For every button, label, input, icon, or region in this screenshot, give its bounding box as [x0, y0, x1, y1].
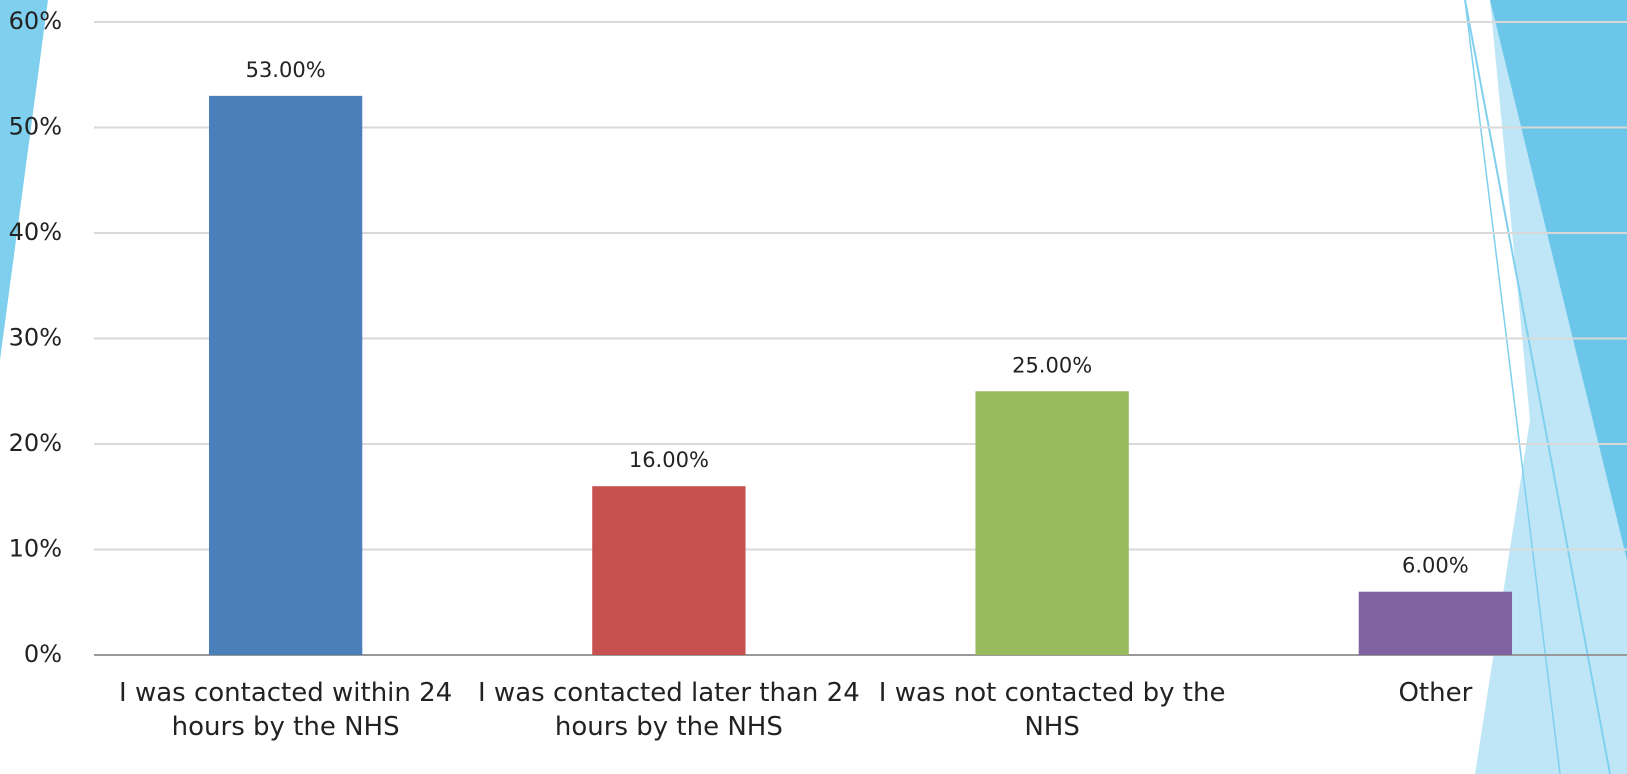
- decoration: [1490, 0, 1627, 560]
- decoration: [0, 0, 48, 360]
- x-tick-label: I was contacted later than 24 hours by t…: [478, 678, 860, 742]
- bar: [208, 95, 363, 656]
- decoration: [1464, 0, 1611, 774]
- y-tick-label: 40%: [9, 218, 62, 246]
- y-tick-label: 0%: [24, 640, 62, 668]
- bar: [975, 391, 1129, 655]
- value-label: 25.00%: [1012, 353, 1092, 377]
- y-tick-label: 60%: [9, 7, 62, 35]
- x-tick-label: I was not contacted by the NHS: [878, 678, 1226, 742]
- decoration: [1464, 0, 1561, 774]
- x-tick-label: Other: [1398, 678, 1473, 708]
- y-tick-label: 20%: [9, 429, 62, 457]
- bar: [1358, 591, 1513, 655]
- y-tick-label: 50%: [9, 113, 62, 141]
- bar: [592, 486, 746, 655]
- x-tick-label: I was contacted within 24 hours by the N…: [119, 678, 453, 742]
- value-label: 53.00%: [246, 58, 326, 82]
- value-label: 16.00%: [629, 448, 709, 472]
- y-tick-label: 10%: [9, 535, 62, 563]
- value-label: 6.00%: [1402, 554, 1469, 578]
- y-tick-label: 30%: [9, 324, 62, 352]
